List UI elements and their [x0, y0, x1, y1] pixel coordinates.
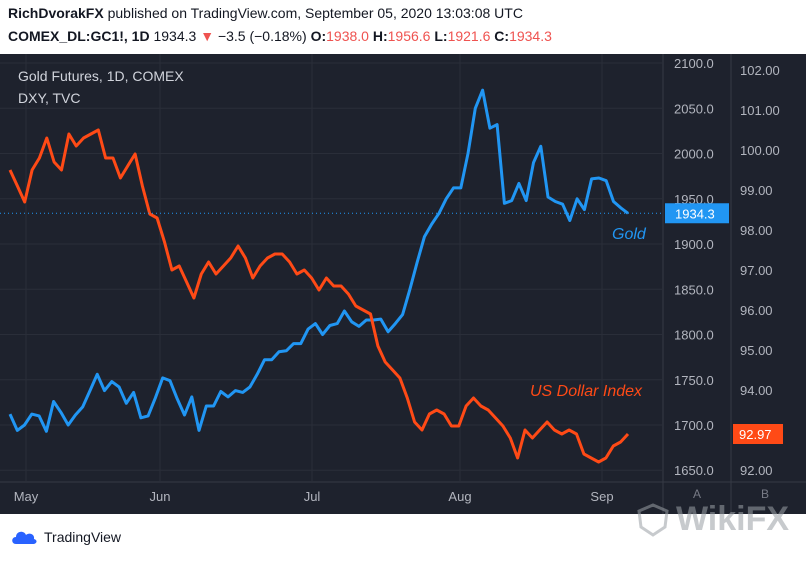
legend-dxy: DXY, TVC — [18, 90, 81, 106]
gold-annotation: Gold — [612, 226, 647, 243]
gold-last-price-badge — [665, 203, 729, 224]
open-label: O: — [310, 28, 327, 44]
y-left-tick-label: 2100.0 — [674, 56, 714, 71]
y-left-tick-label: 1700.0 — [674, 418, 714, 433]
wikifx-watermark: WikiFX — [636, 500, 789, 539]
tradingview-logo[interactable]: TradingView — [10, 528, 121, 546]
axis-b-button[interactable]: B — [761, 487, 769, 501]
y-right-tick-label: 98.00 — [740, 223, 773, 238]
y-right-tick-label: 96.00 — [740, 303, 773, 318]
y-left-tick-label: 1850.0 — [674, 282, 714, 297]
y-left-tick-label: 2050.0 — [674, 101, 714, 116]
y-right-tick-label: 99.00 — [740, 183, 773, 198]
y-left-tick-label: 1950.0 — [674, 192, 714, 207]
y-right-tick-label: 94.00 — [740, 383, 773, 398]
x-tick-label: Jun — [150, 489, 171, 504]
y-right-tick-label: 101.00 — [740, 103, 780, 118]
gold-last-price-label: 1934.3 — [675, 206, 715, 221]
x-tick-label: May — [14, 489, 39, 504]
wikifx-text: WikiFX — [676, 500, 790, 538]
gold-series-line[interactable] — [8, 88, 629, 433]
x-tick-label: Sep — [590, 489, 613, 504]
high-value: 1956.6 — [387, 28, 431, 44]
y-right-tick-label: 102.00 — [740, 63, 780, 78]
y-left-tick-label: 1800.0 — [674, 328, 714, 343]
axis-a-button[interactable]: A — [693, 487, 701, 501]
y-right-tick-label: 100.00 — [740, 143, 780, 158]
wikifx-shield-icon — [637, 502, 669, 537]
usd-last-price-label: 92.97 — [739, 427, 772, 442]
author-name[interactable]: RichDvorakFX — [8, 5, 104, 21]
close-label: C: — [494, 28, 510, 44]
y-left-tick-label: 2000.0 — [674, 147, 714, 162]
tradingview-brand: TradingView — [44, 529, 122, 545]
down-arrow-icon: ▼ — [200, 28, 215, 44]
symbol-label: COMEX_DL:GC1!, 1D — [8, 28, 150, 44]
usd-last-price-badge — [733, 424, 783, 444]
x-tick-label: Jul — [304, 489, 321, 504]
y-right-tick-label: 95.00 — [740, 343, 773, 358]
symbol-info: COMEX_DL:GC1!, 1D 1934.3 ▼ −3.5 (−0.18%)… — [8, 28, 552, 44]
chart-panel[interactable] — [0, 54, 806, 514]
y-right-tick-label: 97.00 — [740, 263, 773, 278]
y-left-tick-label: 1750.0 — [674, 373, 714, 388]
high-label: H: — [372, 28, 388, 44]
published-text: published on TradingView.com, September … — [107, 5, 523, 21]
y-left-tick-label: 1900.0 — [674, 237, 714, 252]
y-left-tick-label: 1650.0 — [674, 463, 714, 478]
price-change: −3.5 (−0.18%) — [217, 28, 307, 44]
last-price: 1934.3 — [153, 28, 197, 44]
low-value: 1921.6 — [447, 28, 491, 44]
low-label: L: — [434, 28, 448, 44]
usd-annotation: US Dollar Index — [530, 383, 643, 400]
usd-series-line[interactable] — [8, 128, 630, 464]
publish-info: RichDvorakFX published on TradingView.co… — [8, 5, 523, 21]
legend-gold: Gold Futures, 1D, COMEX — [18, 68, 184, 84]
tradingview-cloud-icon — [12, 531, 37, 544]
y-right-tick-label: 92.00 — [740, 463, 773, 478]
open-value: 1938.0 — [326, 28, 369, 44]
x-tick-label: Aug — [448, 489, 471, 504]
close-value: 1934.3 — [509, 28, 552, 44]
